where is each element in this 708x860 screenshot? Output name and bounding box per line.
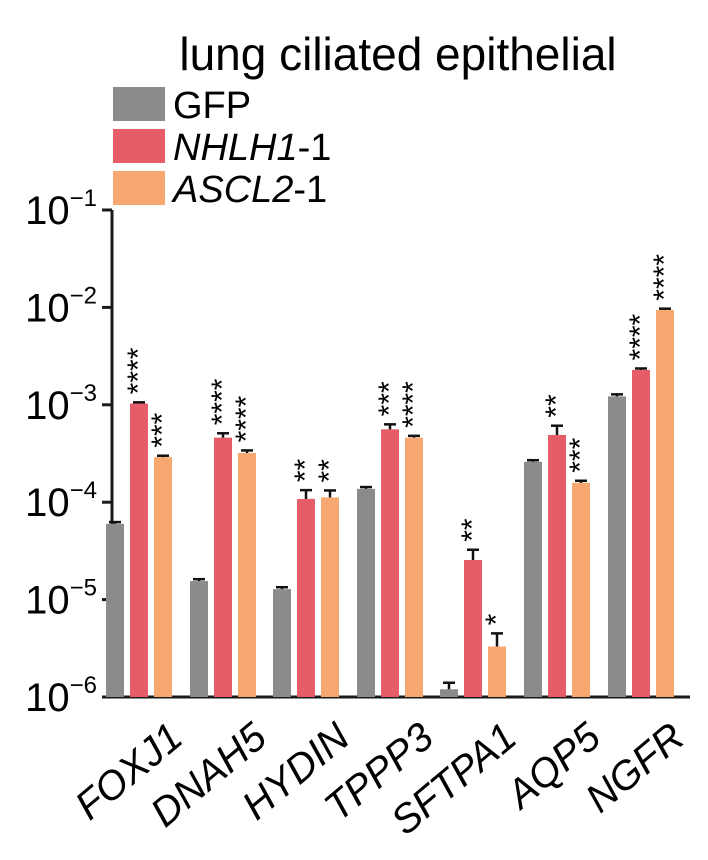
significance-label: **** xyxy=(230,395,263,442)
bar xyxy=(656,310,674,697)
legend-label: ASCL2-1 xyxy=(171,169,327,211)
y-tick-label: 10−4 xyxy=(25,477,97,525)
legend-swatch xyxy=(113,87,165,121)
significance-label: **** xyxy=(397,381,430,428)
legend-label: NHLH1-1 xyxy=(173,127,331,169)
bar xyxy=(381,429,399,697)
significance-label: ** xyxy=(289,458,322,482)
significance-label: ** xyxy=(313,459,346,483)
bar xyxy=(608,396,626,697)
y-tick-label: 10−5 xyxy=(25,575,97,623)
bar xyxy=(632,369,650,697)
legend-label: GFP xyxy=(173,85,251,127)
error-bars xyxy=(109,307,671,690)
bar xyxy=(106,523,124,697)
y-ticks: 10−6 10−5 10−4 10−3 10−2 10−1 xyxy=(25,185,112,720)
significance-label: ** xyxy=(456,518,489,542)
significance-label: *** xyxy=(373,381,406,416)
bar xyxy=(357,488,375,697)
y-tick-label: 10−2 xyxy=(25,282,97,330)
significance-label: **** xyxy=(648,254,681,301)
y-tick-label: 10−6 xyxy=(25,672,97,720)
bar xyxy=(548,434,566,697)
bars xyxy=(106,310,674,697)
significance-label: **** xyxy=(122,347,155,394)
bar xyxy=(190,581,208,697)
bar xyxy=(273,589,291,697)
legend-swatch xyxy=(113,171,165,205)
significance-label: **** xyxy=(624,313,657,360)
significance-label: *** xyxy=(146,412,179,447)
bar xyxy=(154,457,172,697)
bar xyxy=(464,560,482,697)
bar xyxy=(297,498,315,697)
category-label: NGFR xyxy=(578,715,693,822)
bar xyxy=(524,461,542,697)
bar xyxy=(488,646,506,697)
y-tick-label: 10−3 xyxy=(25,380,97,428)
bar xyxy=(238,452,256,697)
significance-label: * xyxy=(480,613,513,625)
significance-label: **** xyxy=(206,378,239,425)
chart-title: lung ciliated epithelial xyxy=(179,28,616,80)
bar xyxy=(572,482,590,697)
significance-label: ** xyxy=(540,394,573,418)
significance-label: *** xyxy=(564,437,597,472)
bar xyxy=(214,437,232,697)
bar xyxy=(130,403,148,697)
bar xyxy=(321,497,339,697)
y-tick-label: 10−1 xyxy=(25,185,97,233)
bar xyxy=(440,689,458,697)
legend-swatch xyxy=(113,129,165,163)
significance-stars: ************************ ****************… xyxy=(122,254,681,626)
bar xyxy=(405,437,423,697)
